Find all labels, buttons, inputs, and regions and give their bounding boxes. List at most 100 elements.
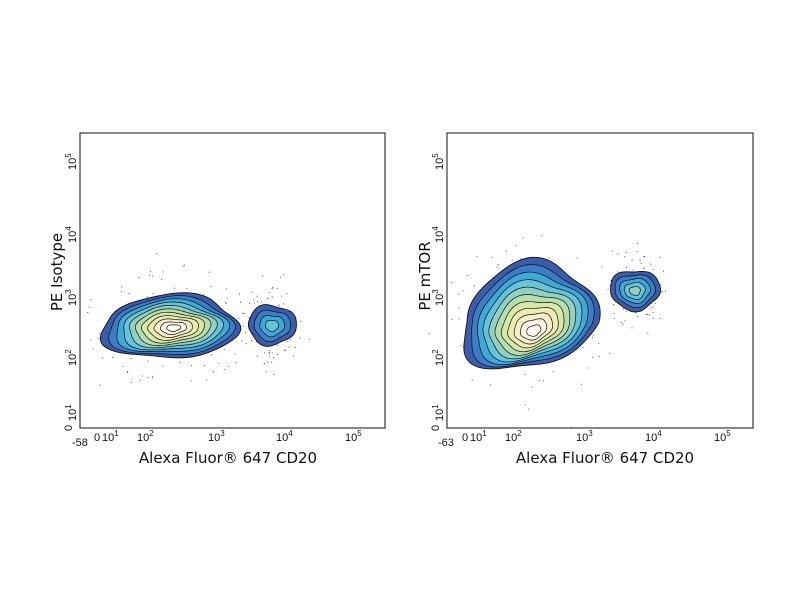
event-dot (127, 370, 129, 373)
event-dot (90, 299, 92, 301)
event-dot (625, 267, 627, 269)
event-dot (128, 293, 130, 295)
event-dot (647, 332, 649, 334)
y-tick-10-2: 102 (64, 349, 79, 366)
event-dot (609, 352, 611, 354)
event-dot (251, 340, 253, 342)
event-dot (659, 256, 661, 258)
event-dot (212, 371, 215, 373)
y-tick-10-5: 105 (431, 153, 446, 170)
event-dot (278, 305, 280, 307)
event-dot (460, 345, 462, 347)
x-tick-10-3: 103 (208, 429, 225, 444)
event-dot (650, 263, 652, 265)
x-axis-title: Alexa Fluor® 647 CD20 (516, 449, 694, 467)
event-dot (152, 293, 154, 295)
event-dot (288, 346, 290, 348)
x-tick-10-3: 103 (576, 429, 593, 444)
event-dot (515, 245, 517, 247)
event-dot (613, 313, 615, 315)
x-tick-0: 0 (462, 432, 468, 444)
event-dot (643, 267, 645, 269)
event-dot (528, 408, 530, 410)
event-dot (281, 295, 283, 297)
event-dot (101, 357, 103, 359)
event-dot (225, 288, 227, 290)
event-dot (473, 285, 475, 287)
y-tick-10-1: 101 (431, 404, 446, 421)
event-dot (162, 271, 164, 273)
contour-level-4 (628, 285, 641, 296)
event-dot (138, 276, 140, 279)
event-dot (625, 311, 627, 313)
event-dot (248, 317, 250, 319)
event-dot (243, 313, 245, 315)
event-dot (524, 404, 526, 406)
event-dot (71, 363, 73, 365)
event-dot (282, 303, 284, 305)
event-dot (664, 290, 666, 292)
event-dot (582, 347, 584, 349)
event-dot (466, 275, 469, 277)
event-dot (640, 262, 642, 265)
event-dot (586, 367, 588, 369)
contour-level-3 (265, 320, 280, 333)
event-dot (186, 288, 188, 290)
event-dot (620, 322, 622, 324)
event-dot (238, 318, 240, 320)
event-dot (524, 373, 526, 376)
event-dot (279, 276, 282, 278)
event-dot (226, 297, 228, 299)
event-dot (261, 275, 263, 277)
event-dot (148, 274, 150, 276)
event-dot (496, 266, 498, 268)
event-dot (173, 287, 175, 289)
event-dot (152, 375, 154, 377)
x-tick-10-2: 102 (137, 429, 154, 444)
x-tick-10-5: 105 (345, 429, 362, 444)
event-dot (539, 380, 541, 382)
event-dot (617, 253, 619, 255)
event-dot (183, 264, 186, 266)
event-dot (227, 365, 230, 367)
event-dot (654, 302, 656, 304)
event-dot (637, 242, 639, 244)
event-dot (92, 348, 94, 350)
event-dot (268, 352, 270, 354)
y-tick-0: 0 (430, 425, 442, 431)
event-dot (273, 357, 275, 359)
event-dot (99, 384, 101, 386)
event-dot (121, 291, 123, 293)
event-dot (592, 334, 594, 336)
event-dot (223, 369, 225, 371)
event-dot (97, 337, 99, 340)
event-dot (251, 291, 254, 293)
event-dot (190, 365, 193, 367)
event-dot (245, 342, 247, 344)
x-axis-ticks: -63 0 101 102 103 104 105 (438, 429, 731, 449)
x-tick-10-1: 101 (470, 429, 487, 444)
event-dot (650, 307, 652, 309)
contour-level-10 (526, 324, 542, 337)
event-dot (639, 259, 641, 261)
y-axis-title: PE mTOR (416, 241, 434, 310)
event-dot (289, 339, 291, 341)
y-tick-0: 0 (63, 425, 75, 431)
event-dot (88, 306, 90, 308)
event-dot (238, 293, 241, 295)
event-dot (268, 349, 271, 351)
event-dot (625, 251, 627, 253)
event-dot (637, 315, 639, 317)
event-dot (99, 333, 101, 335)
event-dot (161, 278, 163, 280)
event-dot (659, 317, 661, 319)
event-dot (263, 363, 265, 365)
event-dot (272, 286, 274, 289)
event-dot (643, 256, 645, 258)
event-dot (652, 317, 654, 319)
x-tick-min: -58 (72, 437, 88, 449)
event-dot (277, 353, 279, 355)
event-dot (234, 353, 236, 355)
event-dot (253, 302, 255, 304)
event-dot (476, 255, 478, 258)
